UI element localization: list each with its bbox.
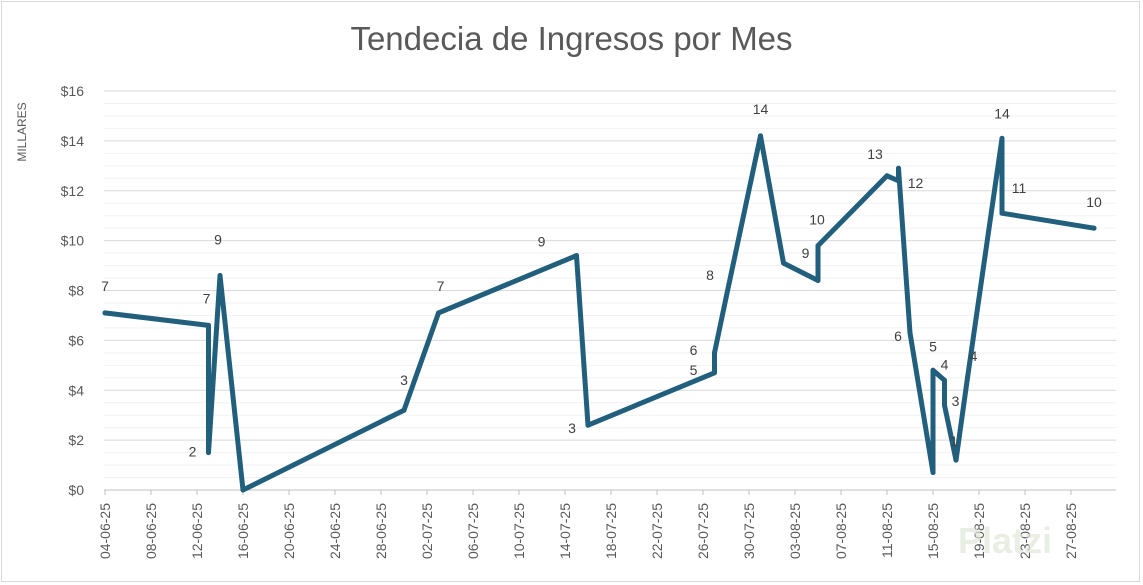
x-tick-label: 22-07-25 xyxy=(649,503,665,559)
data-point xyxy=(1091,225,1097,231)
chart-title: Tendecia de Ingresos por Mes xyxy=(350,20,793,57)
data-label: 14 xyxy=(753,101,769,117)
data-label: 9 xyxy=(802,245,810,261)
x-tick-label: 16-06-25 xyxy=(235,503,251,559)
x-tick-label: 10-07-25 xyxy=(511,503,527,559)
data-label: 3 xyxy=(568,420,576,436)
x-tick-label: 18-07-25 xyxy=(603,503,619,559)
data-label: 1 xyxy=(950,433,958,449)
data-label: 2 xyxy=(189,444,197,460)
data-point xyxy=(217,273,223,279)
y-tick-label: $16 xyxy=(61,83,85,99)
data-label: 14 xyxy=(994,105,1010,121)
data-point xyxy=(896,178,901,184)
data-point xyxy=(942,402,947,408)
data-label: 4 xyxy=(941,356,949,372)
x-tick-label: 07-08-25 xyxy=(833,503,849,559)
data-label: 7 xyxy=(203,290,211,306)
x-tick-label: 12-06-25 xyxy=(189,503,205,559)
data-point xyxy=(240,487,246,493)
data-point xyxy=(884,173,890,179)
data-label: 10 xyxy=(1086,194,1102,210)
y-tick-label: $14 xyxy=(61,133,85,149)
data-label: 3 xyxy=(400,372,408,388)
y-tick-label: $6 xyxy=(68,332,84,348)
data-point xyxy=(401,407,407,413)
series-line xyxy=(102,133,1097,493)
data-point xyxy=(102,310,108,316)
data-label: 7 xyxy=(101,278,109,294)
x-tick-label: 20-06-25 xyxy=(281,503,297,559)
data-point xyxy=(206,322,211,328)
x-tick-label: 06-07-25 xyxy=(465,503,481,559)
x-tick-label: 11-08-25 xyxy=(879,503,895,558)
data-label: 13 xyxy=(867,146,883,162)
x-tick-label: 08-06-25 xyxy=(143,503,159,559)
x-tick-label: 15-08-25 xyxy=(925,503,941,559)
data-point xyxy=(585,422,591,428)
x-tick-label: 24-06-25 xyxy=(327,503,343,559)
data-label: 4 xyxy=(970,348,978,364)
data-point xyxy=(723,295,729,301)
data-point xyxy=(907,330,913,336)
data-point xyxy=(815,243,821,249)
data-point xyxy=(712,350,717,356)
x-tick-label: 14-07-25 xyxy=(557,503,573,559)
data-label: 12 xyxy=(908,175,924,191)
data-point xyxy=(436,310,441,316)
data-point xyxy=(574,253,579,259)
data-point xyxy=(781,260,786,266)
data-point xyxy=(206,450,211,456)
data-point xyxy=(712,370,717,376)
data-point xyxy=(930,470,936,476)
data-label: 10 xyxy=(809,212,825,228)
data-point xyxy=(758,133,763,139)
y-tick-label: $8 xyxy=(68,283,84,299)
data-point xyxy=(815,278,821,284)
data-point xyxy=(930,367,936,373)
y-tick-label: $0 xyxy=(68,482,84,498)
x-tick-label: 03-08-25 xyxy=(787,503,803,559)
data-label: 9 xyxy=(538,234,546,250)
x-tick-label: 26-07-25 xyxy=(695,503,711,559)
data-label: 7 xyxy=(437,278,445,294)
data-label: 11 xyxy=(1012,180,1027,196)
x-tick-label: 30-07-25 xyxy=(741,503,757,559)
x-tick-label: 02-07-25 xyxy=(419,503,435,559)
data-point xyxy=(953,457,959,463)
data-label: 9 xyxy=(214,232,222,248)
data-point xyxy=(896,165,901,171)
x-tick-label: 04-06-25 xyxy=(97,503,113,559)
y-tick-label: $2 xyxy=(68,432,84,448)
data-point xyxy=(942,377,947,383)
data-point xyxy=(999,135,1005,141)
x-tick-label: 23-08-25 xyxy=(1017,503,1033,559)
x-tick-label: 27-08-25 xyxy=(1063,503,1079,559)
data-point xyxy=(965,375,970,381)
y-tick-label: $12 xyxy=(61,183,85,199)
x-tick-label: 28-06-25 xyxy=(373,503,389,559)
y-tick-label: $10 xyxy=(61,233,85,249)
y-tick-label: $4 xyxy=(68,382,84,398)
data-label: 6 xyxy=(690,342,698,358)
data-label: 6 xyxy=(894,328,902,344)
data-label: 5 xyxy=(929,338,937,354)
data-label: 5 xyxy=(690,362,698,378)
data-point xyxy=(999,210,1005,216)
data-label: 8 xyxy=(706,267,714,283)
watermark-logo: Platzi xyxy=(958,520,1053,561)
data-label: 3 xyxy=(952,393,960,409)
x-tick-label: 19-08-25 xyxy=(971,503,987,559)
